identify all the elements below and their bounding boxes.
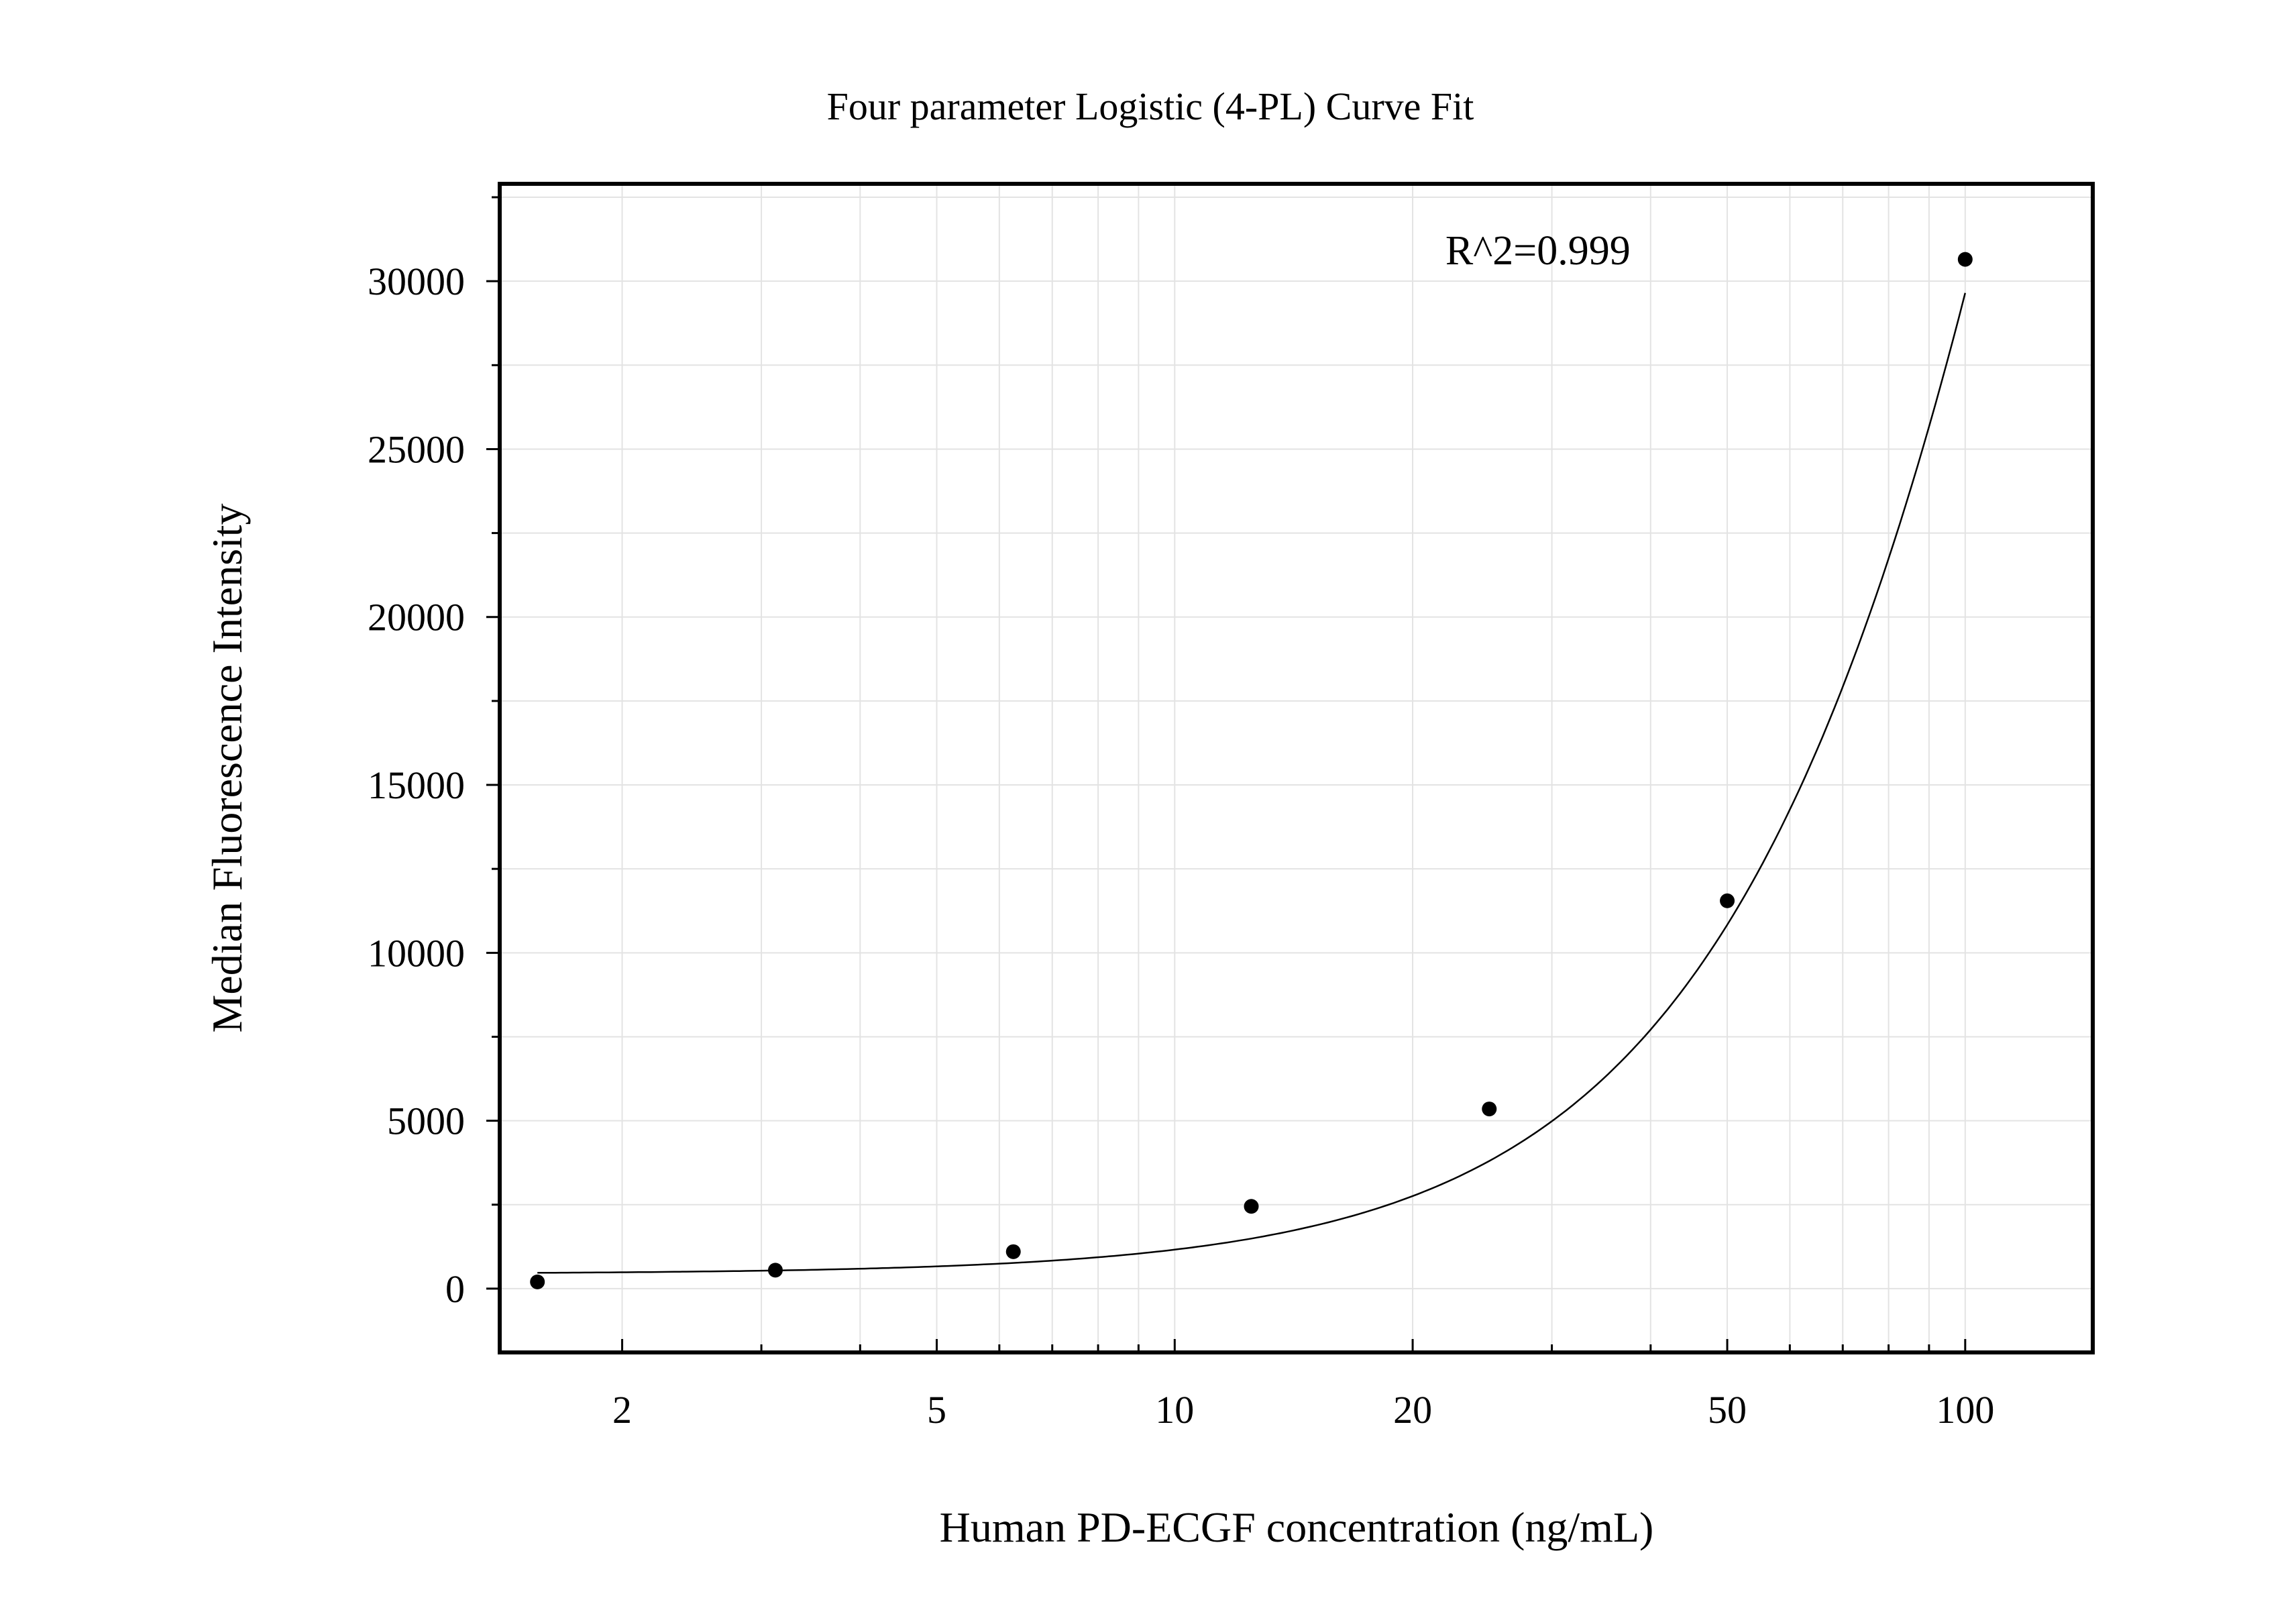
data-point: [1244, 1199, 1259, 1214]
fit-curve: [537, 292, 1967, 1274]
x-tick-label: 5: [927, 1388, 946, 1432]
y-tick-label: 30000: [368, 260, 465, 303]
x-axis-title: Human PD-ECGF concentration (ng/mL): [940, 1503, 1654, 1551]
fit-curve-layer: [537, 292, 1967, 1274]
y-tick-labels: 0 5000 10000 15000 20000 25000 30000: [368, 260, 465, 1311]
chart-title: Four parameter Logistic (4-PL) Curve Fit: [827, 85, 1474, 128]
x-tick-label: 2: [612, 1388, 632, 1432]
data-points: [530, 252, 1973, 1289]
data-point: [1957, 252, 1973, 267]
x-tick-label: 100: [1936, 1388, 1994, 1432]
data-point: [1482, 1102, 1497, 1117]
plot-frame: [498, 182, 2095, 1354]
data-point: [530, 1274, 545, 1289]
data-point: [767, 1263, 783, 1278]
y-axis-title: Median Fluorescence Intensity: [203, 503, 251, 1032]
grid-lines: [500, 184, 2093, 1352]
y-tick-label: 20000: [368, 596, 465, 639]
x-tick-labels: 2 5 10 20 50 100: [612, 1388, 1994, 1432]
axis-ticks: [486, 196, 1967, 1352]
y-tick-label: 0: [445, 1267, 465, 1311]
r-squared-annotation: R^2=0.999: [1445, 228, 1631, 274]
y-tick-label: 5000: [387, 1100, 465, 1143]
data-point: [1005, 1244, 1021, 1259]
y-tick-label: 10000: [368, 931, 465, 975]
x-tick-label: 10: [1155, 1388, 1194, 1432]
data-point: [1720, 893, 1735, 908]
y-tick-label: 15000: [368, 763, 465, 807]
y-tick-label: 25000: [368, 427, 465, 471]
x-tick-label: 20: [1393, 1388, 1432, 1432]
x-tick-label: 50: [1708, 1388, 1747, 1432]
